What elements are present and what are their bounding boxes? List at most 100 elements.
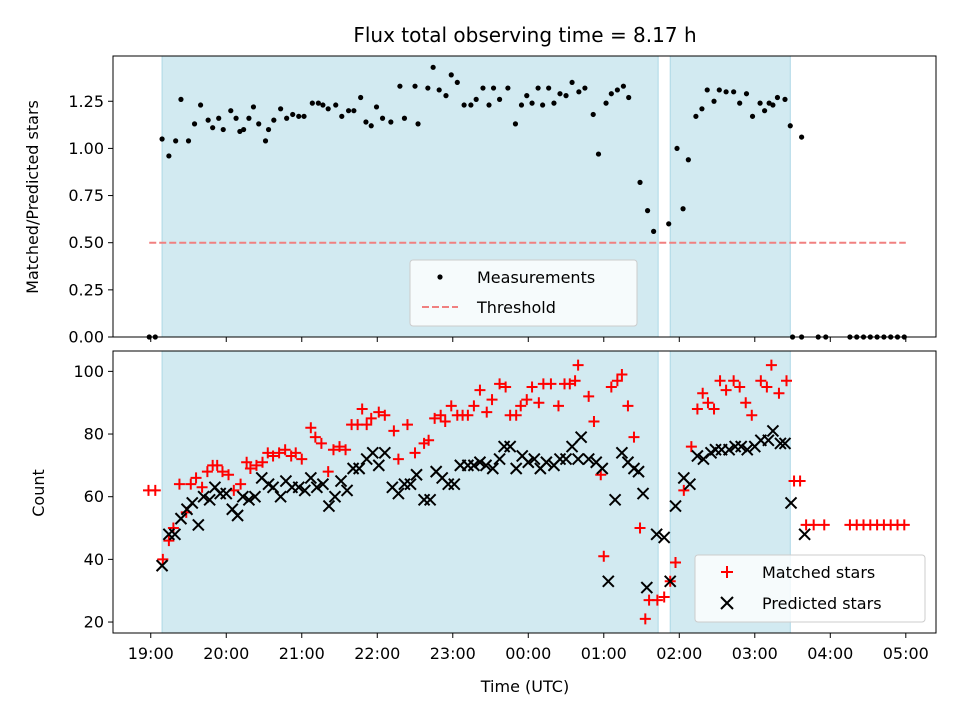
- measurement-point: [415, 121, 421, 127]
- measurement-point: [512, 121, 519, 127]
- measurement-point: [557, 91, 563, 97]
- measurement-point: [590, 111, 596, 118]
- measurement-point: [425, 85, 431, 91]
- measurement-point: [749, 113, 756, 119]
- matched-star-point: [515, 400, 527, 412]
- matched-star-point: [223, 469, 235, 481]
- matched-star-point: [728, 375, 740, 387]
- predicted-star-point: [582, 452, 595, 466]
- predicted-star-point: [242, 493, 256, 507]
- measurement-point: [216, 115, 222, 121]
- x-tick-label: 01:00: [581, 644, 627, 663]
- measurement-point: [480, 85, 486, 91]
- measurement-point: [262, 138, 269, 144]
- matched-star-point: [898, 519, 910, 531]
- x-axis-label: Time (UTC): [480, 677, 569, 696]
- bottom-legend: Matched stars Predicted stars: [694, 554, 926, 623]
- matched-star-point: [211, 459, 223, 471]
- matched-star-point: [634, 522, 646, 534]
- predicted-star-point: [734, 440, 748, 453]
- legend-matched-label: Matched stars: [762, 563, 875, 582]
- measurement-point: [246, 115, 252, 121]
- matched-star-point: [651, 594, 663, 606]
- predicted-star-point: [197, 490, 210, 503]
- measurement-point: [454, 79, 460, 86]
- matched-star-point: [401, 419, 413, 431]
- predicted-star-point: [632, 465, 645, 478]
- measurement-point: [486, 102, 492, 108]
- measurement-point: [373, 104, 380, 110]
- matched-star-point: [622, 400, 634, 412]
- measurement-point: [205, 117, 211, 123]
- predicted-star-point: [372, 459, 385, 472]
- chart-title: Flux total observing time = 8.17 h: [353, 23, 696, 47]
- predicted-star-point: [236, 490, 250, 503]
- measurement-point: [448, 72, 454, 78]
- matched-star-point: [201, 466, 213, 478]
- measurement-point: [551, 100, 557, 106]
- predicted-star-point: [220, 487, 233, 500]
- matched-star-point: [569, 375, 581, 387]
- measurement-point: [685, 157, 691, 163]
- measurement-point: [278, 106, 284, 112]
- predicted-star-point: [292, 481, 305, 494]
- matched-star-point: [521, 394, 533, 406]
- matched-star-point: [256, 456, 268, 468]
- predicted-star-point: [565, 440, 579, 453]
- measurement-point: [569, 79, 575, 86]
- predicted-star-point: [608, 493, 622, 507]
- measurement-point: [595, 151, 602, 157]
- matched-star-point: [365, 412, 377, 424]
- matched-star-point: [279, 444, 291, 456]
- measurement-point: [166, 153, 172, 159]
- predicted-stars-series: [155, 424, 811, 594]
- measurement-point: [271, 117, 277, 123]
- predicted-star-point: [615, 446, 629, 460]
- predicted-star-point: [722, 443, 736, 456]
- x-tick-label: 19:00: [128, 644, 174, 663]
- matched-star-point: [340, 444, 352, 456]
- measurement-point: [345, 108, 352, 114]
- x-tick-label: 22:00: [354, 644, 400, 663]
- predicted-star-point: [352, 462, 366, 475]
- predicted-star-point: [766, 424, 780, 438]
- predicted-star-point: [192, 518, 205, 532]
- predicted-star-point: [328, 490, 342, 503]
- measurement-point: [296, 113, 302, 119]
- measurement-point: [693, 113, 699, 119]
- predicted-star-point: [540, 456, 553, 469]
- top-y-axis-label: Matched/Predicted stars: [23, 100, 42, 294]
- predicted-star-point: [669, 499, 682, 513]
- predicted-star-point: [798, 528, 811, 541]
- matched-star-point: [794, 475, 806, 487]
- measurement-point: [256, 121, 262, 127]
- matched-star-point: [149, 484, 161, 496]
- predicted-star-point: [574, 430, 588, 444]
- matched-star-point: [755, 375, 767, 387]
- measurement-point: [737, 100, 743, 106]
- matched-star-point: [185, 478, 197, 490]
- matched-star-point: [322, 466, 334, 478]
- predicted-star-point: [528, 452, 541, 466]
- measurement-point: [388, 119, 394, 125]
- matched-star-point: [526, 381, 538, 393]
- measurement-point: [159, 136, 165, 142]
- predicted-star-point: [650, 528, 663, 541]
- matched-star-point: [315, 437, 327, 449]
- predicted-star-point: [503, 440, 517, 453]
- measurement-point: [723, 89, 729, 95]
- matched-star-point: [494, 378, 506, 390]
- matched-star-point: [190, 472, 202, 484]
- predicted-star-point: [155, 559, 169, 572]
- predicted-star-point: [559, 452, 573, 466]
- matched-star-point: [486, 394, 498, 406]
- measurement-point: [674, 145, 680, 152]
- measurement-point: [535, 85, 541, 91]
- measurement-point: [401, 115, 408, 121]
- measurement-point: [757, 100, 763, 106]
- measurement-point: [320, 102, 326, 108]
- measurement-point: [301, 113, 307, 119]
- measurement-point: [787, 123, 793, 129]
- measurement-point: [436, 87, 442, 93]
